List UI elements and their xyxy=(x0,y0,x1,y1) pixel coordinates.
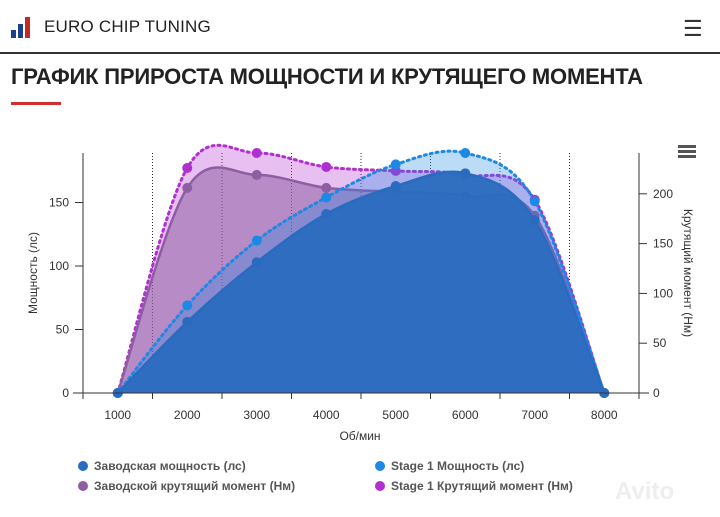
data-point xyxy=(321,208,332,219)
chart-menu-icon xyxy=(678,145,696,148)
data-point xyxy=(529,215,540,226)
y-right-tick-label: 50 xyxy=(653,336,667,350)
x-tick-label: 8000 xyxy=(591,408,618,422)
y-right-tick-label: 150 xyxy=(653,237,673,251)
data-point xyxy=(529,196,540,207)
data-point xyxy=(251,148,262,158)
data-point xyxy=(390,181,401,192)
series-line xyxy=(116,149,606,395)
data-point xyxy=(251,235,262,246)
series-line xyxy=(116,143,606,395)
x-tick-label: 6000 xyxy=(452,408,479,422)
series-area xyxy=(117,171,605,393)
x-tick-label: 7000 xyxy=(521,408,548,422)
data-point xyxy=(182,182,193,193)
avito-watermark: Avito xyxy=(615,478,675,505)
x-tick-label: 3000 xyxy=(243,408,270,422)
data-point xyxy=(460,148,471,158)
data-point xyxy=(321,192,332,203)
data-point xyxy=(460,168,471,179)
x-tick-label: 1000 xyxy=(104,408,131,422)
legend-marker xyxy=(78,461,88,471)
x-tick-label: 4000 xyxy=(313,408,340,422)
y-right-tick-label: 200 xyxy=(653,187,673,201)
data-point xyxy=(251,257,262,268)
y-right-tick-label: 0 xyxy=(653,386,660,400)
y-left-tick-label: 0 xyxy=(62,386,69,400)
hamburger-icon[interactable]: ☰ xyxy=(683,16,703,41)
data-point xyxy=(321,161,332,172)
data-point xyxy=(321,182,332,193)
x-axis-title: Об/мин xyxy=(339,429,380,443)
logo-icon xyxy=(11,17,30,38)
legend-marker xyxy=(375,481,385,491)
y-left-tick-label: 150 xyxy=(49,196,69,210)
series-line xyxy=(116,170,606,395)
data-point xyxy=(251,169,262,180)
legend-marker xyxy=(375,461,385,471)
y-left-tick-label: 100 xyxy=(49,259,69,273)
legend-item: Заводская мощность (лс) xyxy=(94,459,246,473)
y-right-axis-title: Крутящий момент (Нм) xyxy=(681,209,695,337)
chart-menu-icon xyxy=(678,150,696,153)
y-right-tick-label: 100 xyxy=(653,286,673,300)
chart-menu-icon xyxy=(678,155,696,158)
legend-item: Stage 1 Крутящий момент (Нм) xyxy=(391,479,573,493)
x-tick-label: 2000 xyxy=(174,408,201,422)
data-point xyxy=(182,162,193,173)
x-tick-label: 5000 xyxy=(382,408,409,422)
y-left-axis-title: Мощность (лс) xyxy=(26,232,40,314)
data-point xyxy=(390,159,401,170)
header: EURO CHIP TUNING ☰ xyxy=(0,0,720,54)
legend-marker xyxy=(78,481,88,491)
y-left-tick-label: 50 xyxy=(56,323,70,337)
data-point xyxy=(182,316,193,327)
brand-name: EURO CHIP TUNING xyxy=(44,17,211,36)
legend-item: Заводской крутящий момент (Нм) xyxy=(94,479,295,493)
page-title: ГРАФИК ПРИРОСТА МОЩНОСТИ И КРУТЯЩЕГО МОМ… xyxy=(11,64,643,89)
title-underline xyxy=(11,102,61,105)
data-point xyxy=(182,300,193,311)
legend-item: Stage 1 Мощность (лс) xyxy=(391,459,524,473)
